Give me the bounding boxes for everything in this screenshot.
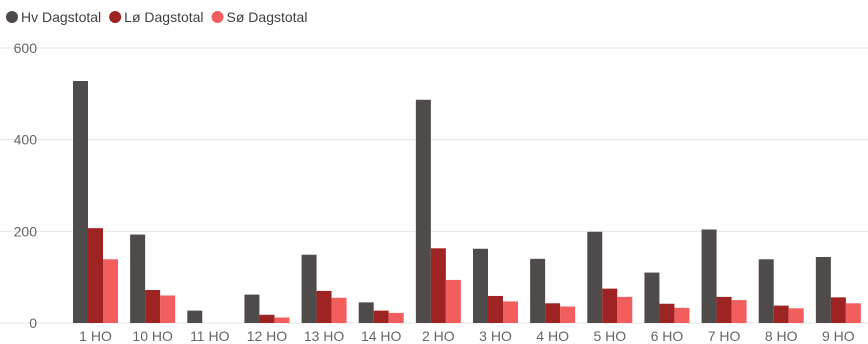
bar-1-ho-2[interactable] <box>88 228 103 323</box>
x-tick-label-2-ho: 2 HO <box>422 328 455 344</box>
legend-marker-3 <box>211 11 224 23</box>
bar-10-ho-3[interactable] <box>160 295 176 324</box>
bar-14-ho-2[interactable] <box>373 310 389 323</box>
bar-13-ho-2[interactable] <box>316 290 332 323</box>
bar-5-ho-3[interactable] <box>617 296 633 323</box>
bar-6-ho-3[interactable] <box>674 307 690 323</box>
bar-8-ho-1[interactable] <box>758 259 774 323</box>
bar-9-ho-3[interactable] <box>845 303 861 323</box>
bar-4-ho-2[interactable] <box>545 303 561 323</box>
bar-7-ho-2[interactable] <box>716 296 732 323</box>
bar-7-ho-1[interactable] <box>701 229 717 324</box>
x-tick-label-1-ho: 1 HO <box>79 328 112 344</box>
legend-marker-2 <box>109 11 122 23</box>
bar-6-ho-1[interactable] <box>644 272 660 323</box>
bar-4-ho-3[interactable] <box>560 306 576 324</box>
bar-12-ho-2[interactable] <box>259 314 275 323</box>
bar-7-ho-3[interactable] <box>731 300 747 323</box>
bar-1-ho-1[interactable] <box>73 81 88 323</box>
bar-9-ho-2[interactable] <box>830 297 846 323</box>
bar-8-ho-3[interactable] <box>788 308 804 323</box>
bar-9-ho-1[interactable] <box>815 257 831 323</box>
bar-4-ho-1[interactable] <box>530 258 546 323</box>
bar-11-ho-1[interactable] <box>187 310 203 323</box>
x-tick-label-11-ho: 11 HO <box>190 328 230 344</box>
x-tick-label-10-ho: 10 HO <box>132 328 173 344</box>
bar-1-ho-3[interactable] <box>103 259 118 323</box>
y-tick-label-0: 0 <box>29 315 37 331</box>
bar-12-ho-3[interactable] <box>274 317 290 324</box>
bar-8-ho-2[interactable] <box>773 305 789 323</box>
bar-13-ho-1[interactable] <box>301 254 317 323</box>
bar-3-ho-2[interactable] <box>488 295 503 323</box>
y-tick-label-200: 200 <box>14 223 38 239</box>
legend-label-3[interactable]: Sø Dagstotal <box>227 9 308 25</box>
bar-2-ho-2[interactable] <box>430 248 446 323</box>
y-tick-label-600: 600 <box>14 40 38 56</box>
x-tick-label-8-ho: 8 HO <box>765 328 798 344</box>
x-tick-label-5-ho: 5 HO <box>593 328 626 344</box>
x-tick-label-14-ho: 14 HO <box>361 328 402 344</box>
x-tick-label-6-ho: 6 HO <box>651 328 684 344</box>
x-tick-label-9-ho: 9 HO <box>822 328 855 344</box>
bar-3-ho-1[interactable] <box>473 248 488 323</box>
bar-3-ho-3[interactable] <box>503 301 518 323</box>
legend-label-2[interactable]: Lø Dagstotal <box>124 9 203 25</box>
bar-13-ho-3[interactable] <box>331 297 347 323</box>
y-tick-label-400: 400 <box>14 132 38 148</box>
x-tick-label-13-ho: 13 HO <box>304 328 345 344</box>
x-tick-label-3-ho: 3 HO <box>479 328 512 344</box>
bar-6-ho-2[interactable] <box>659 303 675 323</box>
bar-12-ho-1[interactable] <box>244 294 260 323</box>
bar-14-ho-3[interactable] <box>388 312 404 323</box>
bar-10-ho-1[interactable] <box>130 234 146 323</box>
bar-14-ho-1[interactable] <box>358 302 374 323</box>
x-tick-label-12-ho: 12 HO <box>247 328 288 344</box>
bar-10-ho-2[interactable] <box>145 290 161 323</box>
legend-marker-1 <box>6 11 18 23</box>
x-tick-label-4-ho: 4 HO <box>536 328 569 344</box>
bar-5-ho-1[interactable] <box>587 231 603 323</box>
legend-label-1[interactable]: Hv Dagstotal <box>21 9 101 25</box>
bar-5-ho-2[interactable] <box>602 288 618 323</box>
x-tick-label-7-ho: 7 HO <box>708 328 741 344</box>
bar-2-ho-1[interactable] <box>415 99 431 324</box>
bar-2-ho-3[interactable] <box>445 279 461 323</box>
